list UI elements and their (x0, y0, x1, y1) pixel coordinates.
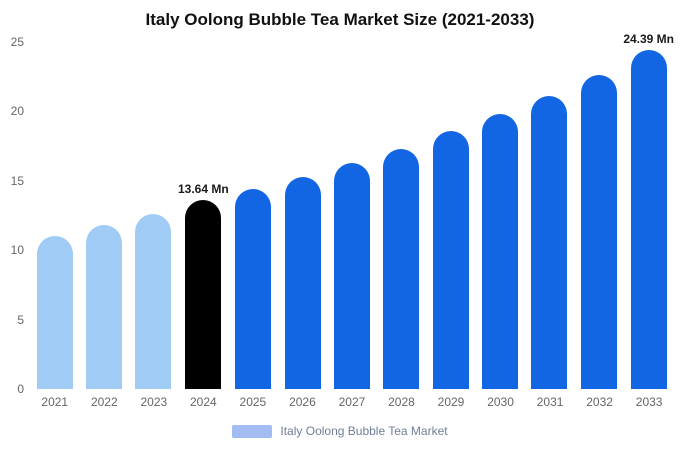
y-tick-20: 20 (10, 104, 24, 119)
bar-slot-2024: 13.64 Mn (178, 182, 229, 389)
bar-2030[interactable] (481, 114, 518, 389)
y-tick-25: 25 (10, 35, 24, 49)
x-tick-2026: 2026 (289, 395, 316, 409)
x-tick-2028: 2028 (388, 395, 415, 409)
bar-slot-2033: 24.39 Mn (623, 32, 674, 389)
bar-slot-2026 (278, 176, 327, 389)
bar-slot-2032 (574, 75, 623, 389)
x-axis: 2021 2022 2023 2024 2025 2026 2027 2028 2029 2030… (30, 395, 674, 409)
x-tick-2021: 2021 (41, 395, 69, 409)
bar-2031[interactable] (531, 96, 568, 389)
chart-title: Italy Oolong Bubble Tea Market Size (202… (145, 10, 535, 29)
x-tick-2023: 2023 (140, 395, 168, 409)
bar-slot-2031 (525, 96, 574, 389)
x-tick-2027: 2027 (338, 395, 366, 409)
bar-slot-2025 (229, 189, 278, 389)
bar-2026[interactable] (284, 176, 321, 389)
x-tick-2033: 2033 (635, 395, 663, 409)
x-tick-2029: 2029 (437, 395, 465, 409)
y-tick-0: 0 (17, 382, 24, 396)
bar-slot-2021 (30, 236, 79, 389)
bar-2032[interactable] (580, 75, 617, 389)
bar-slot-2028 (377, 148, 426, 389)
data-label-2033: 24.39 Mn (623, 32, 675, 47)
y-tick-5: 5 (17, 312, 24, 327)
x-tick-2024: 2024 (190, 395, 217, 409)
x-tick-2030: 2030 (487, 395, 514, 409)
bar-2022[interactable] (85, 225, 122, 389)
bar-slot-2023 (129, 214, 178, 389)
bar-2021[interactable] (36, 236, 73, 389)
y-tick-10: 10 (10, 243, 24, 258)
legend-swatch (232, 424, 273, 438)
bar-2029[interactable] (432, 130, 469, 389)
x-tick-2025: 2025 (239, 395, 267, 409)
bar-slot-2029 (426, 130, 475, 389)
data-label-2024: 13.64 Mn (177, 181, 229, 196)
bar-2024[interactable] (185, 199, 222, 389)
legend-label: Italy Oolong Bubble Tea Market (280, 424, 448, 438)
x-tick-2022: 2022 (90, 395, 118, 409)
bar-slot-2030 (475, 114, 524, 389)
bar-2028[interactable] (383, 148, 420, 389)
bars-container: 13.64 Mn 24.39 Mn (30, 32, 674, 389)
legend-item[interactable]: Italy Oolong Bubble Tea Market (0, 424, 680, 438)
bar-2023[interactable] (135, 214, 172, 389)
bar-2027[interactable] (334, 162, 370, 389)
bar-2025[interactable] (235, 189, 272, 389)
y-tick-15: 15 (10, 173, 24, 188)
bar-slot-2027 (327, 162, 376, 389)
y-axis: 0 5 10 15 20 25 (0, 35, 26, 396)
bar-slot-2022 (79, 225, 128, 389)
x-tick-2032: 2032 (586, 395, 613, 409)
x-tick-2031: 2031 (536, 395, 564, 409)
bar-2033[interactable] (630, 50, 667, 389)
